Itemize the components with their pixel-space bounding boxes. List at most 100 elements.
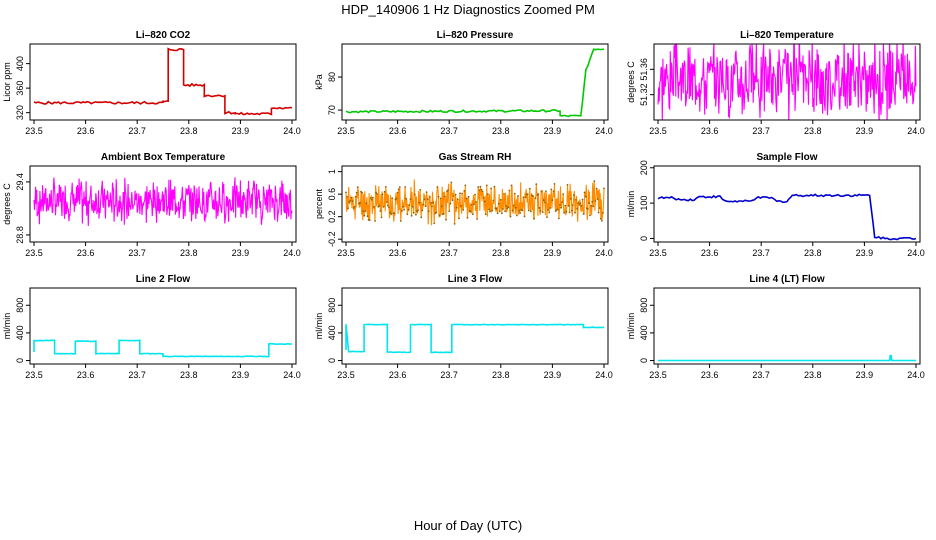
- data-layer: [345, 48, 605, 118]
- data-point: [431, 205, 433, 208]
- x-tick-label: 23.5: [649, 370, 667, 380]
- data-point: [546, 216, 548, 219]
- y-tick-label: 29.4: [15, 173, 25, 191]
- data-point: [565, 211, 568, 213]
- data-point: [464, 184, 467, 187]
- data-point: [347, 207, 349, 210]
- panel-title: Li–820 CO2: [136, 30, 191, 41]
- x-tick-label: 23.5: [25, 126, 43, 136]
- data-layer: [33, 339, 293, 358]
- data-point: [346, 196, 348, 198]
- y-tick-label: 100: [639, 196, 649, 211]
- panel-title: Li–820 Pressure: [437, 30, 514, 41]
- x-tick-label: 23.9: [232, 126, 250, 136]
- data-point: [390, 213, 392, 215]
- y-tick-label: 800: [15, 298, 25, 313]
- data-point: [474, 193, 476, 196]
- data-point: [514, 206, 517, 209]
- panel-5: Gas Stream RH percent 23.5 23.6 23.7 23.8 23.9…: [314, 152, 613, 258]
- data-point: [415, 213, 417, 216]
- panel-title: Line 2 Flow: [136, 274, 191, 285]
- data-point: [353, 205, 356, 208]
- data-point: [404, 186, 406, 188]
- data-point: [602, 211, 604, 214]
- data-point: [399, 220, 402, 222]
- x-tick-label: 23.5: [649, 248, 667, 258]
- x-tick-label: 23.5: [337, 126, 355, 136]
- y-tick-label: 0: [15, 358, 25, 363]
- x-tick-label: 23.5: [25, 370, 43, 380]
- panel-title: Gas Stream RH: [439, 152, 512, 163]
- data-point: [480, 188, 483, 191]
- x-tick-label: 23.5: [649, 126, 667, 136]
- data-point: [567, 204, 570, 207]
- data-point: [430, 202, 432, 204]
- data-point: [499, 198, 502, 201]
- data-point: [384, 186, 387, 188]
- data-point: [456, 198, 459, 201]
- data-point: [485, 184, 488, 187]
- x-tick-label: 23.9: [544, 370, 562, 380]
- data-point: [492, 199, 495, 202]
- data-point: [599, 217, 602, 220]
- data-point: [477, 186, 480, 188]
- data-point: [378, 205, 381, 207]
- x-tick-label: 24.0: [907, 370, 925, 380]
- data-point: [552, 190, 555, 193]
- data-point: [583, 191, 586, 194]
- y-tick-label: 800: [327, 298, 337, 313]
- y-axis-label: ml/min: [626, 191, 636, 218]
- data-point: [438, 214, 441, 217]
- data-point: [395, 197, 398, 200]
- data-point: [381, 193, 384, 196]
- plot-frame: [341, 165, 609, 243]
- y-tick-label: 360: [15, 81, 25, 96]
- plot-frame: [653, 165, 921, 243]
- data-point: [526, 193, 529, 196]
- data-point: [562, 193, 565, 196]
- data-point: [479, 185, 482, 188]
- y-tick-label: 80: [327, 72, 337, 82]
- data-point: [517, 195, 519, 197]
- data-point: [502, 208, 504, 210]
- data-point: [433, 222, 436, 225]
- data-point: [366, 215, 369, 218]
- y-axis-label: percent: [314, 188, 324, 219]
- x-tick-label: 23.6: [389, 370, 407, 380]
- x-tick-label: 24.0: [907, 248, 925, 258]
- data-point: [397, 188, 400, 191]
- data-point: [575, 199, 577, 201]
- data-point: [545, 190, 547, 193]
- x-tick-label: 23.7: [128, 126, 146, 136]
- series-line-1: [33, 339, 293, 358]
- data-point: [532, 195, 534, 198]
- data-point: [511, 209, 514, 212]
- data-point: [424, 205, 427, 208]
- x-tick-label: 23.7: [752, 370, 770, 380]
- x-tick-label: 23.8: [492, 126, 510, 136]
- x-tick-label: 23.8: [804, 126, 822, 136]
- data-point: [478, 189, 481, 192]
- x-tick-label: 23.7: [752, 126, 770, 136]
- data-point: [594, 200, 597, 202]
- data-point: [506, 207, 509, 210]
- data-point: [460, 204, 462, 207]
- data-point: [547, 209, 549, 211]
- data-point: [580, 204, 583, 207]
- x-tick-label: 23.8: [180, 248, 198, 258]
- y-tick-label: 800: [639, 298, 649, 313]
- x-tick-label: 24.0: [283, 248, 301, 258]
- data-point: [579, 202, 582, 205]
- data-point: [577, 202, 580, 205]
- y-tick-label: 320: [15, 105, 25, 120]
- data-point: [559, 204, 561, 206]
- x-tick-label: 23.5: [337, 370, 355, 380]
- data-point: [470, 204, 473, 206]
- y-tick-label: 0.6: [327, 188, 337, 201]
- x-tick-label: 23.9: [856, 126, 874, 136]
- data-point: [447, 189, 449, 192]
- y-axis-label: degrees C: [2, 183, 12, 225]
- data-point: [483, 200, 486, 203]
- x-tick-label: 24.0: [283, 126, 301, 136]
